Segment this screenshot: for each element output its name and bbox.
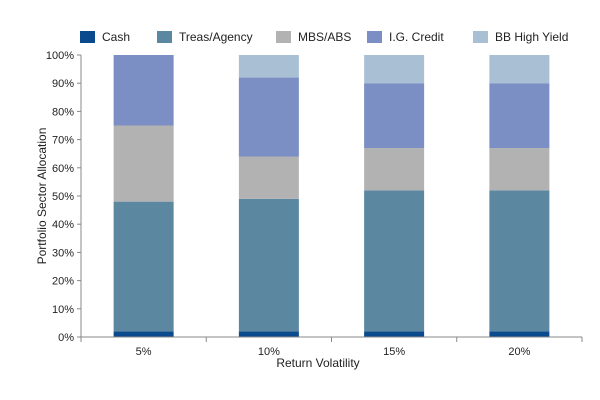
bars [113, 55, 550, 337]
y-tick-label: 0% [58, 332, 74, 344]
bar-segment-cash [364, 331, 425, 337]
bar-segment-i-g-credit [113, 55, 174, 126]
y-tick-label: 80% [52, 106, 74, 118]
y-ticks: 0% 10% 20% 30% 40% 50% 60% 70% 80% 90% 100% [46, 50, 81, 344]
bar-segment-treas-agency [113, 201, 174, 332]
bar-segment-i-g-credit [489, 83, 550, 149]
legend: Cash Treas/Agency MBS/ABS I.G. Credit BB Hig… [80, 30, 568, 44]
y-tick-label: 30% [52, 247, 74, 259]
legend-swatch [80, 31, 95, 43]
bar-segment-treas-agency [238, 198, 299, 332]
legend-swatch [157, 31, 172, 43]
y-tick-label: 60% [52, 163, 74, 175]
x-tick-label: 10% [258, 346, 280, 358]
bar-segment-mbs-abs [489, 148, 550, 191]
x-tick-label: 5% [136, 346, 152, 358]
bar-segment-i-g-credit [238, 77, 299, 157]
legend-label: Treas/Agency [179, 30, 253, 44]
y-tick-label: 70% [52, 135, 74, 147]
y-tick-label: 40% [52, 219, 74, 231]
bar-segment-bb-high-yield [489, 55, 550, 84]
x-tick-label: 15% [383, 346, 405, 358]
bar-segment-mbs-abs [364, 148, 425, 191]
y-tick-label: 100% [46, 50, 74, 62]
bar-segment-cash [238, 331, 299, 337]
y-axis-title: Portfolio Sector Allocation [35, 128, 49, 265]
x-ticks: 5% 10% 15% 20% [80, 337, 583, 358]
legend-label: MBS/ABS [298, 30, 351, 44]
x-tick-label: 20% [508, 346, 530, 358]
bar-segment-mbs-abs [238, 156, 299, 199]
legend-label: I.G. Credit [389, 30, 444, 44]
legend-swatch [473, 31, 488, 43]
legend-swatch [276, 31, 291, 43]
y-tick-label: 20% [52, 276, 74, 288]
legend-label: BB High Yield [495, 30, 568, 44]
bar-segment-treas-agency [489, 190, 550, 332]
bar-segment-treas-agency [364, 190, 425, 332]
legend-label: Cash [102, 30, 130, 44]
bar-segment-mbs-abs [113, 125, 174, 202]
bar-segment-bb-high-yield [238, 55, 299, 78]
x-axis-title: Return Volatility [276, 356, 359, 370]
bar-segment-i-g-credit [364, 83, 425, 149]
legend-swatch [367, 31, 382, 43]
y-tick-label: 90% [52, 78, 74, 90]
bar-segment-cash [489, 331, 550, 337]
y-tick-label: 10% [52, 304, 74, 316]
bar-segment-bb-high-yield [364, 55, 425, 84]
y-tick-label: 50% [52, 191, 74, 203]
bar-segment-cash [113, 331, 174, 337]
